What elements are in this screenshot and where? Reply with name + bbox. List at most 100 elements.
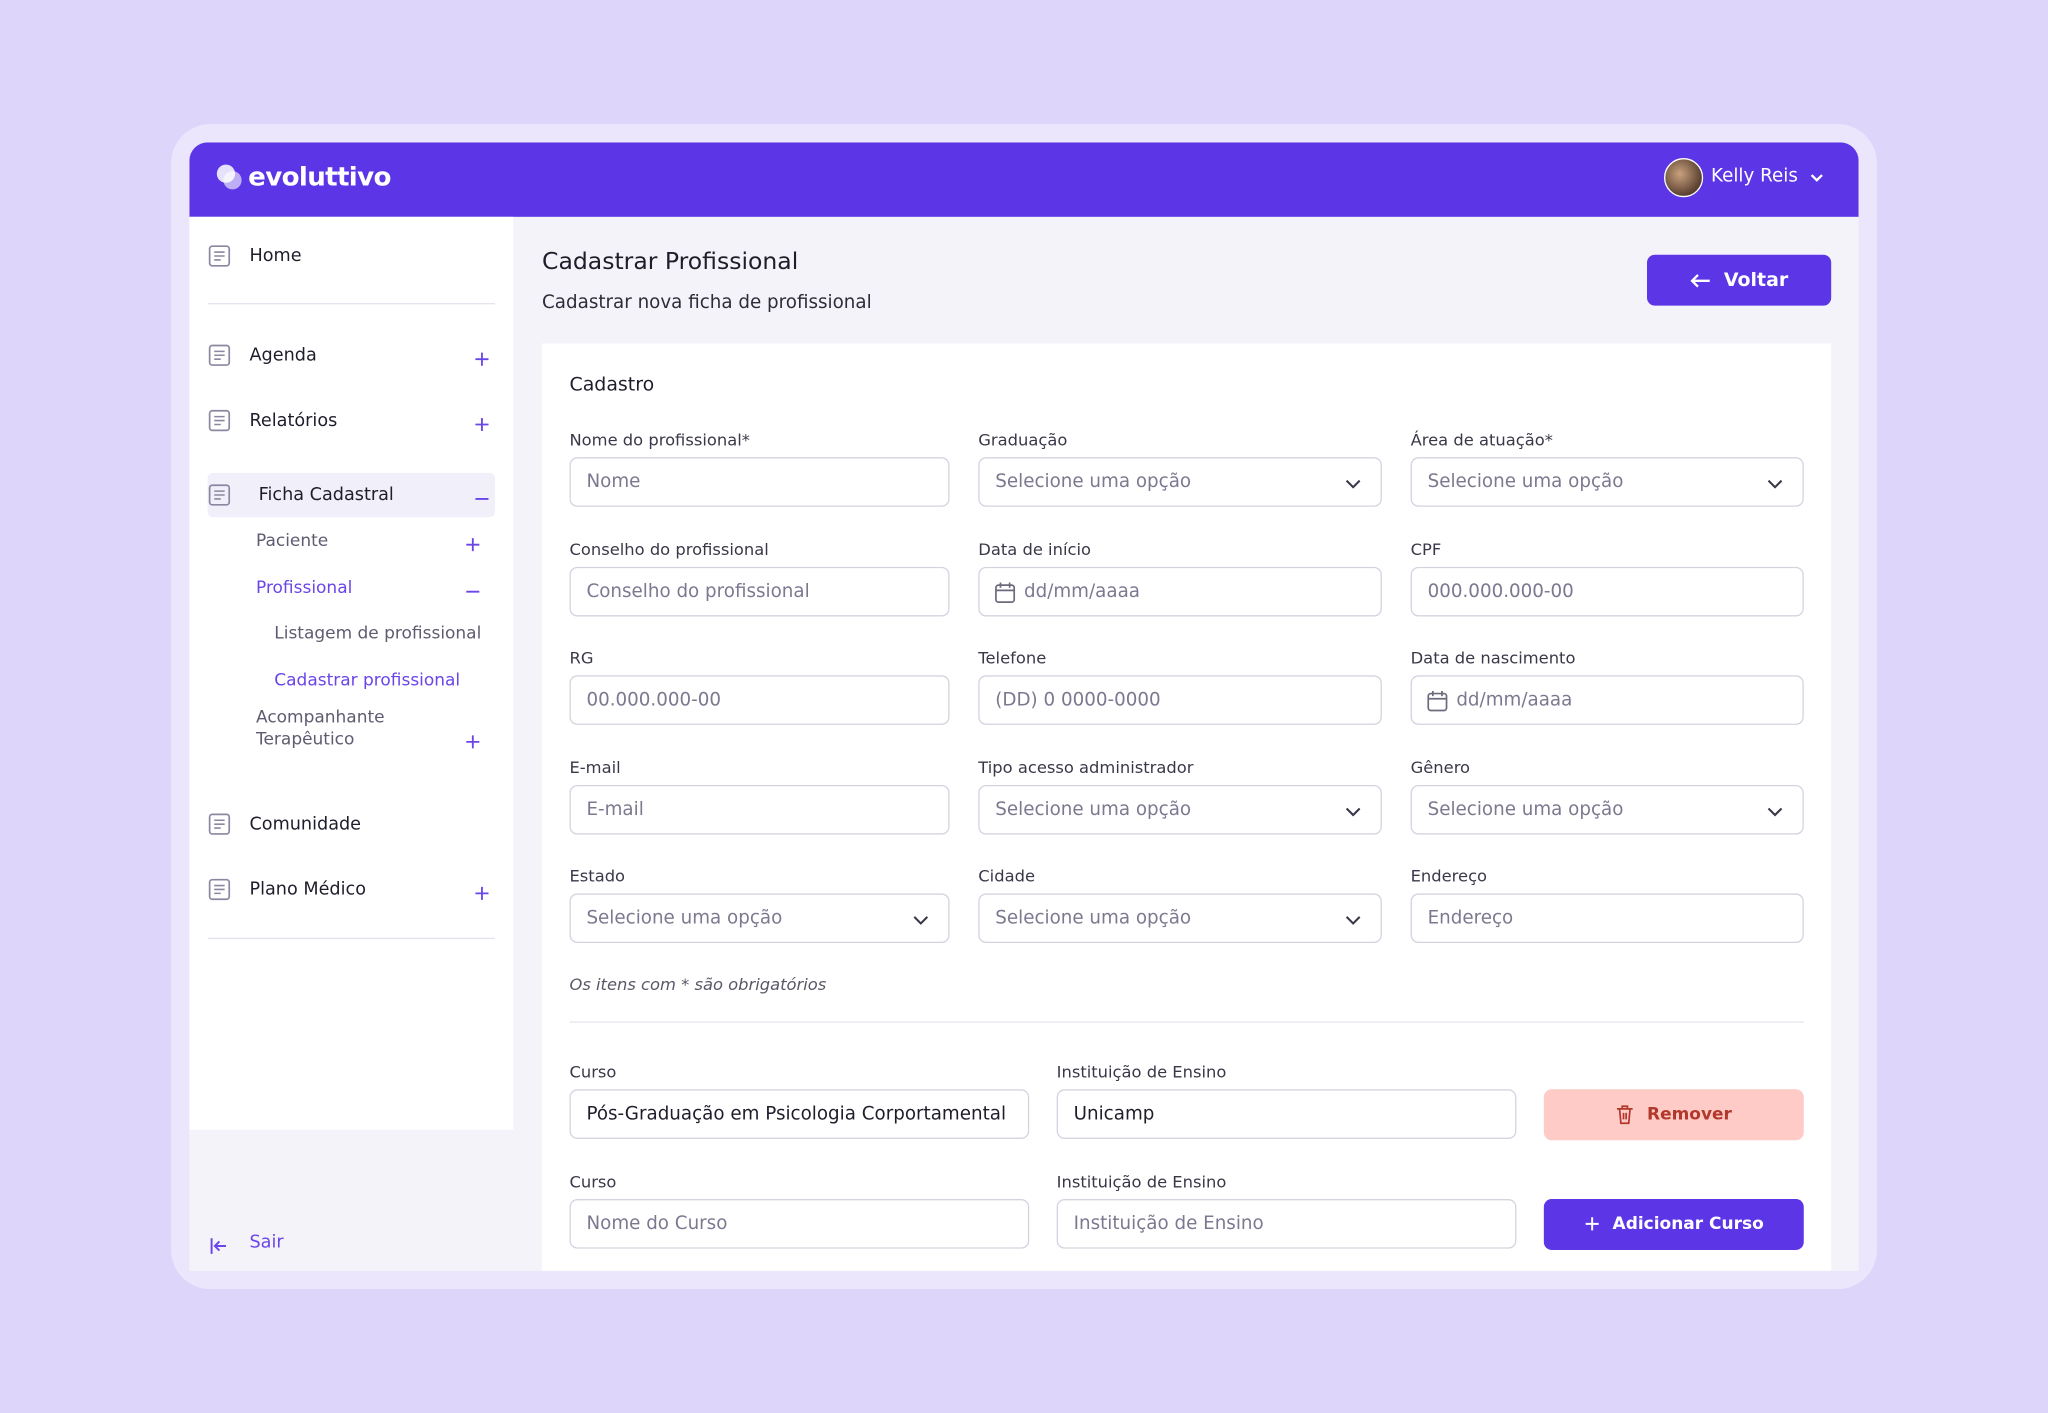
course-label: Curso bbox=[569, 1170, 617, 1191]
button-label: Remover bbox=[1646, 1104, 1732, 1125]
sidebar-label: Acompanhante Terapêutico bbox=[255, 707, 385, 750]
field-label: Conselho do profissional bbox=[569, 538, 769, 559]
sidebar-item[interactable]: Ficha Cadastral bbox=[207, 472, 496, 518]
sidebar-item[interactable]: Profissional bbox=[208, 566, 495, 610]
sidebar-expander-svg bbox=[475, 498, 489, 500]
top-bar: evoluttivo Kelly Reis bbox=[189, 142, 1859, 217]
sidebar-expander-svg bbox=[466, 735, 480, 749]
sidebar-icon bbox=[208, 244, 232, 273]
field-label: Cidade bbox=[978, 865, 1035, 886]
sidebar-expander-svg bbox=[475, 352, 489, 366]
select-input[interactable]: Selecione uma opção bbox=[978, 893, 1382, 944]
logo-mark bbox=[216, 164, 242, 190]
sidebar-expander bbox=[465, 580, 481, 605]
select-chevron-svg bbox=[1345, 807, 1361, 816]
select-chevron bbox=[1344, 803, 1362, 824]
course-input[interactable]: Nome do Curso bbox=[569, 1198, 1030, 1248]
plus-svg bbox=[1585, 1217, 1599, 1231]
trash-svg bbox=[1616, 1105, 1633, 1125]
placeholder: (DD) 0 0000-0000 bbox=[995, 689, 1161, 711]
select-input[interactable]: Selecione uma opção bbox=[978, 784, 1382, 834]
input-value: Pós-Graduação em Psicologia Corportament… bbox=[586, 1103, 1007, 1125]
institution-input[interactable]: Instituição de Ensino bbox=[1056, 1198, 1517, 1248]
select-chevron-svg bbox=[1767, 479, 1783, 489]
sidebar-item[interactable]: Relatórios bbox=[208, 398, 495, 442]
institution-input[interactable]: Unicamp bbox=[1056, 1089, 1517, 1139]
date-input[interactable]: dd/mm/aaaa bbox=[978, 566, 1382, 616]
form-card: Cadastro Os itens com * são obrigatórios… bbox=[542, 343, 1832, 1271]
placeholder: Selecione uma opção bbox=[995, 798, 1192, 820]
sidebar-icon bbox=[208, 878, 232, 907]
sidebar-divider bbox=[207, 937, 496, 940]
back-button[interactable]: Voltar bbox=[1647, 254, 1832, 306]
field-label: Gênero bbox=[1410, 756, 1471, 777]
remove-button[interactable]: Remover bbox=[1543, 1089, 1804, 1141]
sidebar-expander-svg bbox=[466, 590, 480, 593]
placeholder: Nome bbox=[586, 471, 641, 493]
app: evoluttivo Kelly Reis Home Agenda Relatóri… bbox=[189, 142, 1859, 1271]
sidebar-item[interactable]: Agenda bbox=[208, 333, 495, 377]
add-course-button[interactable]: Adicionar Curso bbox=[1543, 1198, 1804, 1250]
placeholder: 000.000.000-00 bbox=[1427, 580, 1574, 602]
select-chevron bbox=[912, 912, 930, 933]
sidebar-icon bbox=[208, 483, 232, 512]
sidebar-icon-svg bbox=[208, 409, 231, 432]
placeholder: Selecione uma opção bbox=[1427, 798, 1624, 820]
select-input[interactable]: Selecione uma opção bbox=[978, 457, 1382, 507]
calendar-icon-svg bbox=[1427, 690, 1448, 712]
input-value: Unicamp bbox=[1073, 1103, 1155, 1125]
sidebar-expander-svg bbox=[466, 538, 480, 552]
text-input[interactable]: 00.000.000-00 bbox=[569, 675, 950, 725]
sidebar-label: Agenda bbox=[249, 344, 317, 366]
field-label: Tipo acesso administrador bbox=[978, 756, 1194, 777]
sidebar-item[interactable]: Home bbox=[208, 234, 495, 278]
field-label: Data de início bbox=[978, 538, 1091, 559]
sidebar-expander-svg bbox=[475, 417, 489, 432]
sidebar-item[interactable]: Cadastrar profissional bbox=[208, 658, 495, 702]
text-input[interactable]: Endereço bbox=[1410, 893, 1804, 944]
avatar[interactable] bbox=[1663, 158, 1704, 198]
course-label: Curso bbox=[569, 1061, 617, 1082]
sidebar-item[interactable]: Plano Médico bbox=[208, 867, 495, 911]
select-chevron bbox=[1766, 475, 1784, 496]
sidebar-icon bbox=[208, 344, 232, 373]
select-chevron-svg bbox=[1345, 479, 1361, 489]
user-menu-chevron[interactable] bbox=[1809, 170, 1825, 186]
sidebar-item[interactable]: Comunidade bbox=[208, 802, 495, 846]
divider bbox=[569, 1021, 1804, 1023]
text-input[interactable]: Nome bbox=[569, 457, 950, 507]
logout-label[interactable]: Sair bbox=[249, 1231, 284, 1253]
calendar-icon-svg bbox=[995, 581, 1016, 603]
select-input[interactable]: Selecione uma opção bbox=[1410, 457, 1804, 507]
user-name[interactable]: Kelly Reis bbox=[1711, 165, 1798, 187]
select-input[interactable]: Selecione uma opção bbox=[569, 893, 950, 944]
select-chevron bbox=[1766, 803, 1784, 824]
sidebar-expander bbox=[465, 533, 481, 558]
course-input[interactable]: Pós-Graduação em Psicologia Corportament… bbox=[569, 1089, 1030, 1139]
logout-icon bbox=[209, 1236, 229, 1261]
page-title: Cadastrar Profissional bbox=[542, 248, 799, 276]
logout-icon-svg bbox=[210, 1238, 226, 1254]
date-input[interactable]: dd/mm/aaaa bbox=[1410, 675, 1804, 725]
text-input[interactable]: (DD) 0 0000-0000 bbox=[978, 675, 1382, 725]
field-label: Área de atuação* bbox=[1410, 429, 1553, 450]
button-label: Adicionar Curso bbox=[1612, 1214, 1764, 1234]
select-input[interactable]: Selecione uma opção bbox=[1410, 784, 1804, 834]
text-input[interactable]: Conselho do profissional bbox=[569, 566, 950, 616]
sidebar-icon bbox=[208, 812, 232, 841]
sidebar-item[interactable]: Paciente bbox=[208, 519, 495, 563]
sidebar-item[interactable]: Acompanhante Terapêutico bbox=[208, 705, 495, 770]
placeholder: E-mail bbox=[586, 798, 644, 820]
field-label: CPF bbox=[1410, 538, 1442, 559]
placeholder: Selecione uma opção bbox=[995, 471, 1192, 493]
sidebar-label: Paciente bbox=[255, 531, 329, 552]
text-input[interactable]: E-mail bbox=[569, 784, 950, 834]
placeholder: Instituição de Ensino bbox=[1073, 1212, 1264, 1234]
placeholder: Nome do Curso bbox=[586, 1212, 728, 1234]
placeholder: Selecione uma opção bbox=[995, 907, 1192, 929]
text-input[interactable]: 000.000.000-00 bbox=[1410, 566, 1804, 616]
sidebar-item[interactable]: Listagem de profissional bbox=[208, 611, 495, 655]
sidebar-icon bbox=[208, 409, 232, 438]
